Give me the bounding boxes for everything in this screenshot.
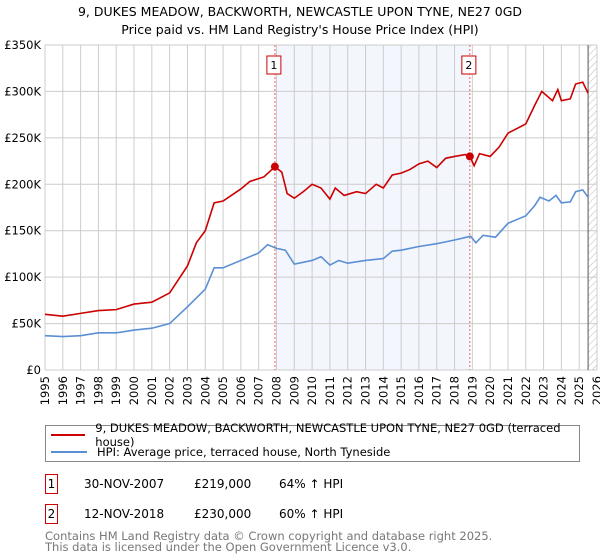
x-tick-label: 1997: [74, 376, 88, 405]
y-tick-label: £350K: [4, 38, 41, 52]
legend-label: 9, DUKES MEADOW, BACKWORTH, NEWCASTLE UP…: [95, 421, 561, 449]
property-series-line: [44, 81, 589, 317]
x-tick-label: 1999: [109, 376, 123, 405]
y-tick-label: £0: [26, 363, 41, 377]
legend-label: HPI: Average price, terraced house, Nort…: [97, 445, 391, 459]
x-tick-label: 2023: [537, 376, 551, 405]
legend: 9, DUKES MEADOW, BACKWORTH, NEWCASTLE UP…: [45, 421, 580, 462]
x-tick-label: 2011: [323, 376, 337, 405]
sale-badge-label: 1: [270, 59, 277, 72]
chart-title: 9, DUKES MEADOW, BACKWORTH, NEWCASTLE UP…: [78, 4, 522, 19]
x-tick-label: 2020: [483, 376, 497, 405]
legend-item-property: 9, DUKES MEADOW, BACKWORTH, NEWCASTLE UP…: [46, 421, 579, 449]
chart-subtitle: Price paid vs. HM Land Registry's House …: [121, 22, 478, 37]
x-tick-label: 2008: [269, 376, 283, 405]
sale-date: 30-NOV-2007: [84, 477, 165, 491]
sale-price: £219,000: [194, 477, 252, 491]
x-tick-label: 2016: [412, 376, 426, 405]
sale-badge-box: [461, 55, 477, 75]
sale-point: [270, 162, 279, 171]
sale-badge-box: [266, 55, 282, 75]
sale-period-shading: [274, 45, 470, 370]
x-tick-label: 2012: [341, 376, 355, 405]
forecast-hatch: [588, 45, 597, 370]
legend-line-red: [51, 434, 86, 436]
footer-line-1: Contains HM Land Registry data © Crown c…: [45, 529, 493, 543]
y-tick-label: £100K: [4, 270, 41, 284]
y-tick-label: £250K: [4, 131, 41, 145]
x-tick-label: 2001: [145, 376, 159, 405]
x-tick-label: 2022: [519, 376, 533, 405]
x-tick-label: 2013: [359, 376, 373, 405]
sale-hpi: 60% ↑ HPI: [279, 507, 344, 521]
sale-point: [465, 152, 474, 161]
x-tick-label: 2000: [127, 376, 141, 405]
x-tick-label: 2006: [234, 376, 248, 405]
x-tick-label: 1996: [56, 376, 70, 405]
legend-item-hpi: HPI: Average price, terraced house, Nort…: [46, 444, 390, 460]
x-tick-label: 2014: [376, 376, 390, 405]
x-tick-label: 2026: [590, 376, 600, 405]
x-tick-label: 2024: [554, 376, 568, 405]
y-tick-label: £200K: [4, 177, 41, 191]
x-tick-label: 2025: [572, 376, 586, 405]
sale-hpi: 64% ↑ HPI: [279, 477, 344, 491]
x-tick-label: 2015: [394, 376, 408, 405]
x-tick-label: 2021: [501, 376, 515, 405]
sale-row-2: 2 12-NOV-2018 £230,000 60% ↑ HPI: [45, 504, 343, 524]
x-tick-label: 2009: [287, 376, 301, 405]
sale-badge: 2: [45, 504, 58, 524]
x-tick-label: 2002: [163, 376, 177, 405]
y-tick-label: £150K: [4, 224, 41, 238]
x-tick-label: 2010: [305, 376, 319, 405]
x-tick-label: 2018: [448, 376, 462, 405]
y-tick-label: £50K: [12, 317, 42, 331]
legend-line-blue: [51, 451, 87, 453]
x-tick-label: 2019: [465, 376, 479, 405]
price-chart: 9, DUKES MEADOW, BACKWORTH, NEWCASTLE UP…: [4, 4, 600, 405]
x-tick-label: 2004: [198, 376, 212, 405]
sale-badge-label: 2: [465, 59, 472, 72]
x-tick-label: 1995: [38, 376, 52, 405]
sale-row-1: 1 30-NOV-2007 £219,000 64% ↑ HPI: [45, 474, 343, 494]
x-tick-label: 2003: [180, 376, 194, 405]
footer: Contains HM Land Registry data © Crown c…: [45, 529, 493, 554]
sale-price: £230,000: [194, 507, 252, 521]
x-tick-label: 2005: [216, 376, 230, 405]
sale-date: 12-NOV-2018: [84, 507, 165, 521]
x-tick-label: 2007: [252, 376, 266, 405]
footer-line-2: This data is licensed under the Open Gov…: [45, 540, 412, 554]
y-tick-label: £300K: [4, 84, 41, 98]
sale-badge: 1: [45, 474, 58, 494]
x-tick-label: 2017: [430, 376, 444, 405]
hpi-series-line: [44, 188, 589, 338]
x-tick-label: 1998: [91, 376, 105, 405]
